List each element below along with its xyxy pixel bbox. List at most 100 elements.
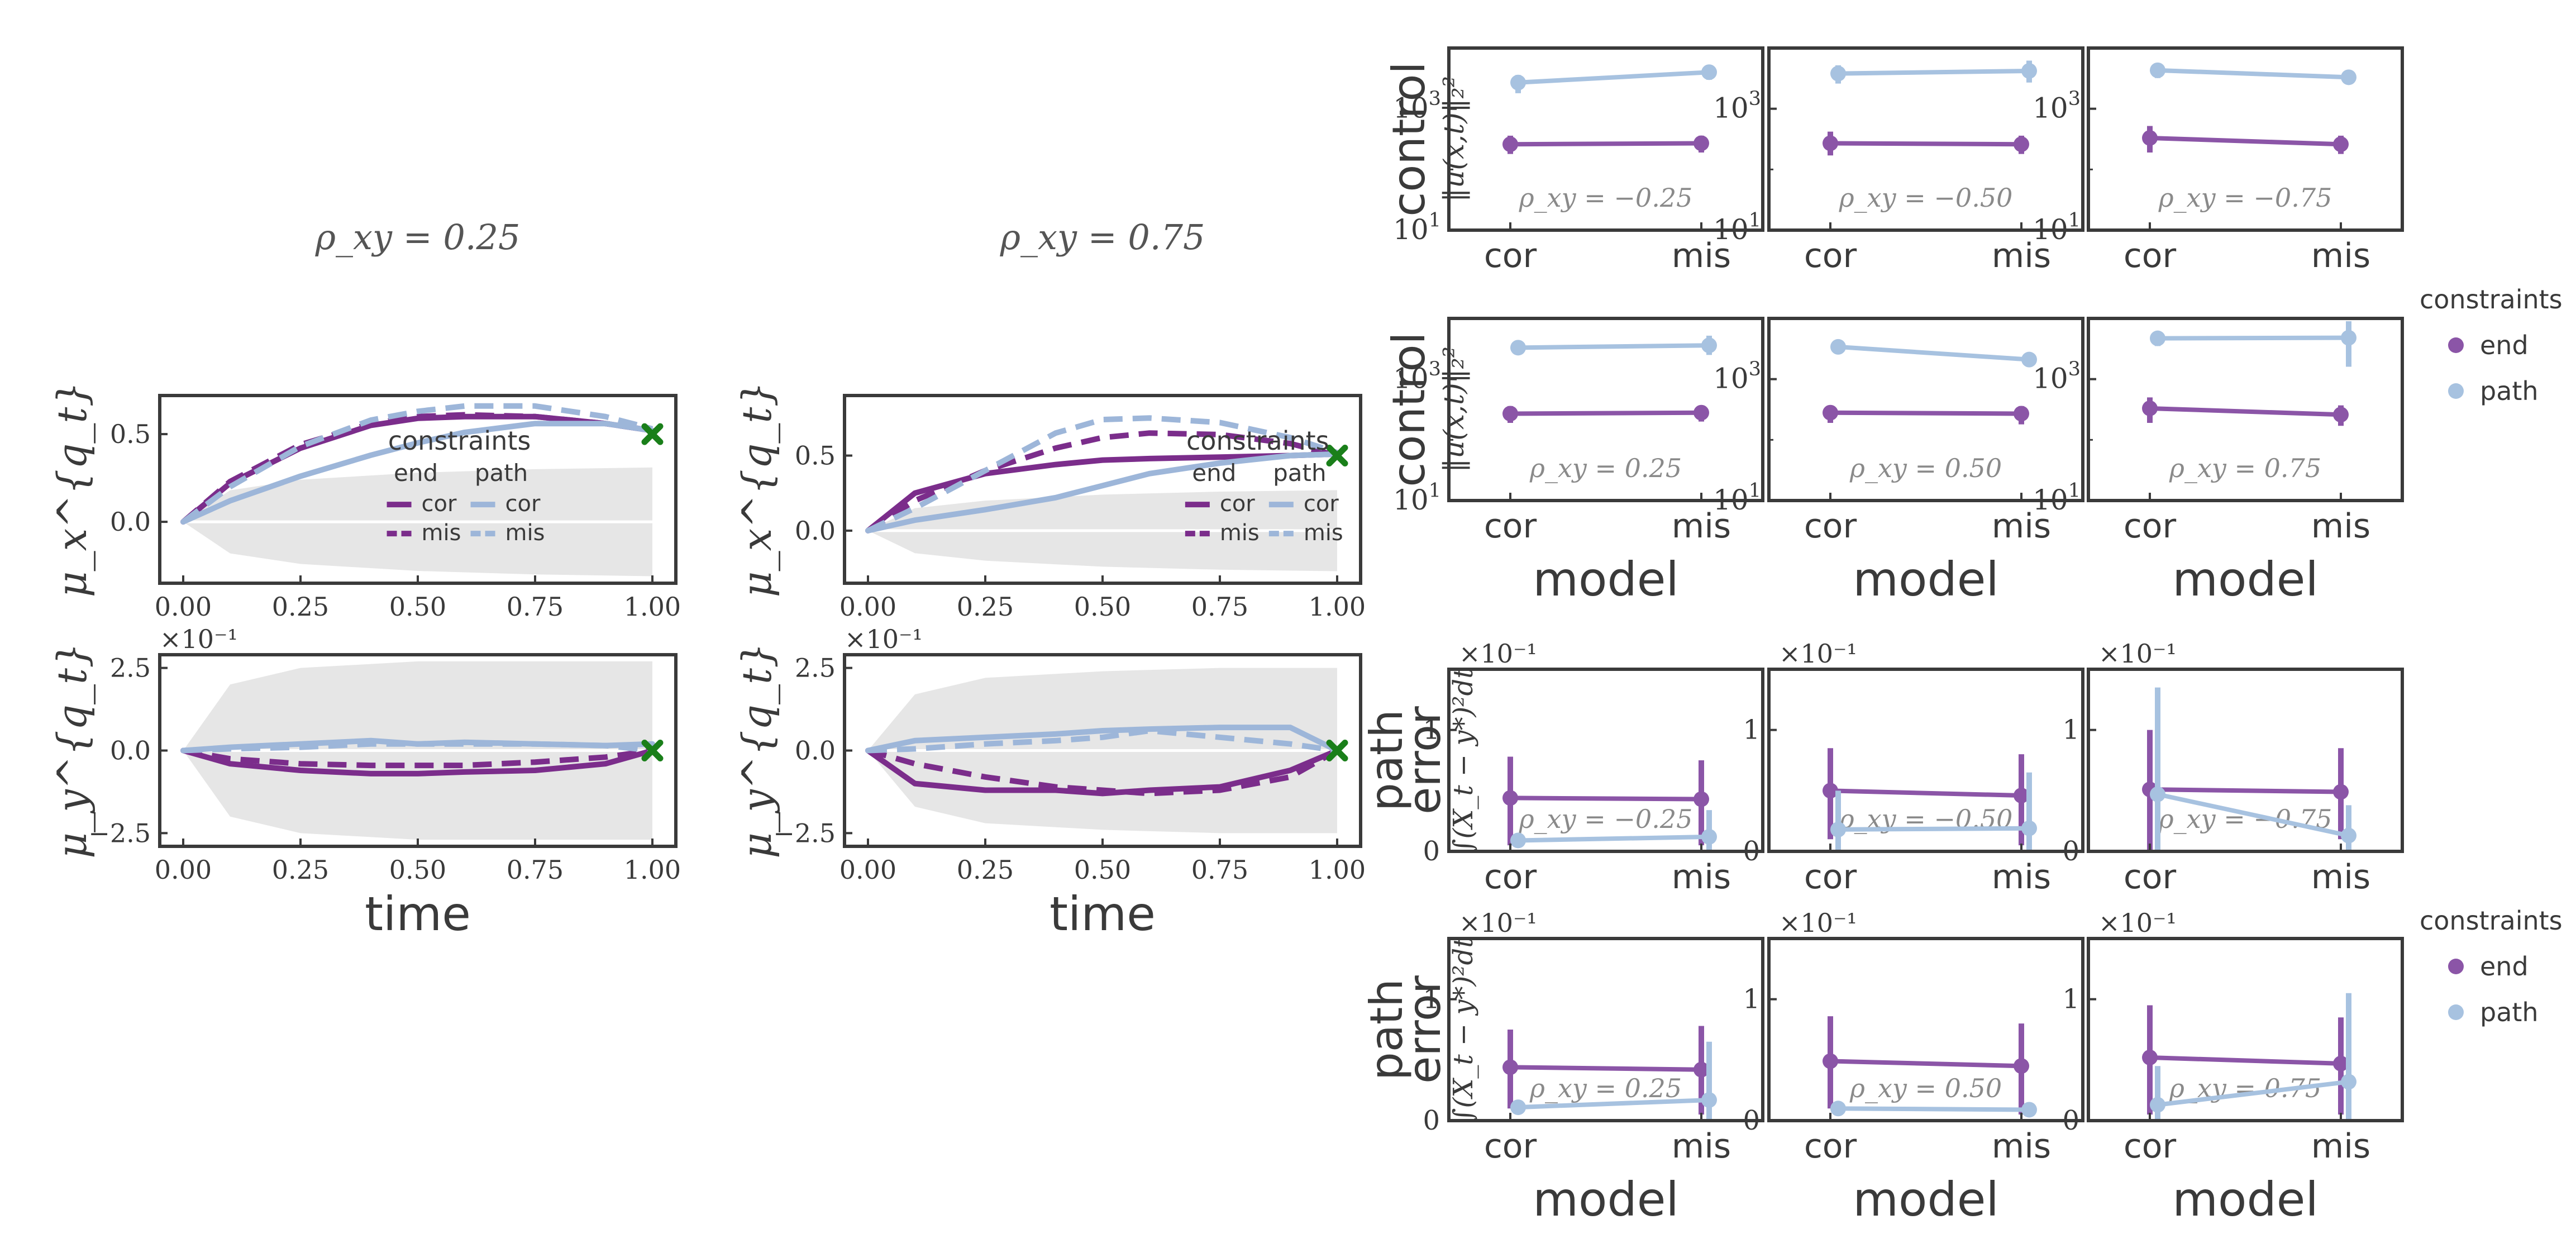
- x-axis-label: time: [1050, 887, 1156, 941]
- y-tick-label: 101: [1393, 209, 1441, 246]
- x-axis-label: model: [1853, 552, 1999, 607]
- y-tick-label: 101: [1713, 480, 1761, 517]
- y-tick-label: −2.5: [88, 818, 151, 848]
- y-tick-label-base: 10: [1393, 363, 1429, 395]
- legend-row-label: cor: [1220, 491, 1255, 517]
- x-tick-label: cor: [2124, 1127, 2177, 1166]
- x-tick-label: mis: [1672, 507, 1731, 546]
- x-tick-label: 0.75: [507, 592, 564, 622]
- series-line-path-cor: [180, 421, 655, 525]
- axes-frame: [1447, 937, 1764, 1122]
- end-connector-line: [1510, 410, 1702, 416]
- path-point: [2021, 351, 2037, 368]
- target-marker: [1326, 445, 1348, 467]
- row-ylabel-formula: ‖u(x,t)‖₂²: [1438, 346, 1470, 473]
- x-tick-label: mis: [2311, 1127, 2370, 1166]
- y-tick-label: 1: [2062, 984, 2079, 1015]
- y-tick-label: 101: [2033, 209, 2081, 246]
- traj_y_075: 0.00 0.25 0.50 0.75 1.00 2.5 0.0 −2.5 ×10⁻¹ μ_y^{…: [733, 624, 1366, 941]
- end-connector-line: [2149, 135, 2341, 147]
- path-connector-line: [1838, 1106, 2030, 1112]
- legend-marker-end: [2448, 337, 2464, 353]
- grid-legend: constraints end path: [2420, 906, 2563, 1027]
- axes-frame: [2087, 317, 2404, 502]
- legend-label: path: [2480, 376, 2539, 406]
- y-tick-label-base: 10: [1393, 92, 1429, 125]
- y-tick-label: 1: [1743, 984, 1760, 1015]
- y-tick-label: 0: [1743, 1105, 1760, 1136]
- end-point: [2333, 407, 2349, 423]
- x-tick-label: cor: [2124, 858, 2177, 897]
- y-tick-label: 101: [1393, 480, 1441, 517]
- target-marker: [641, 423, 664, 445]
- end-connector-line: [2149, 406, 2341, 417]
- series-line-path-mis: [867, 728, 1338, 754]
- x-tick-label: 0.50: [389, 855, 446, 885]
- legend-marker-end: [2448, 959, 2464, 974]
- y-tick-label: 0: [1423, 1105, 1440, 1136]
- end-point: [2333, 136, 2349, 153]
- end-point: [1502, 136, 1518, 153]
- y-tick-label-base: 10: [2033, 92, 2068, 125]
- row-ylabel-top: path: [1361, 709, 1413, 811]
- axes-frame: [1447, 46, 1764, 232]
- series-line-end-mis: [866, 430, 1338, 534]
- end-connector-line: [1830, 1059, 2022, 1069]
- y-tick-label-base: 10: [1393, 213, 1429, 246]
- series-line-end-cor: [180, 747, 655, 777]
- x-tick-label: mis: [2311, 236, 2370, 275]
- path-point: [1701, 337, 1717, 354]
- series-line-end-mis: [867, 747, 1339, 797]
- x-tick-label: 0.50: [1074, 855, 1131, 885]
- path-connector-line: [2157, 68, 2349, 80]
- x-tick-label: mis: [1672, 1127, 1731, 1166]
- axis-scale-label: ×10⁻¹: [2098, 639, 2177, 669]
- panel-r3-c1: ρ_xy = 0.50 0 1 ×10⁻¹ cor mis model: [1743, 908, 2084, 1227]
- path-connector-line: [1838, 826, 2030, 832]
- x-tick-label: 0.75: [1191, 592, 1248, 622]
- y-tick-label: −2.5: [773, 818, 836, 848]
- series-line-path-cor: [865, 451, 1340, 534]
- x-tick-label: 1.00: [1309, 855, 1366, 885]
- y-tick-label-exp: 1: [1749, 209, 1761, 232]
- y-tick-label-exp: 3: [1429, 358, 1441, 380]
- y-tick-label: 0.0: [110, 736, 151, 766]
- x-tick-label: 0.00: [839, 592, 896, 622]
- y-tick-label: 0: [1423, 836, 1440, 867]
- y-axis-label: μ_y^{q_t}: [49, 642, 96, 858]
- legend-title: constraints: [1186, 426, 1329, 456]
- y-axis-label: μ_x^{q_t}: [49, 382, 96, 597]
- target-marker: [1326, 740, 1348, 761]
- path-point: [2341, 330, 2356, 346]
- x-tick-label: 0.00: [155, 855, 212, 885]
- path-point: [2341, 69, 2356, 85]
- x-axis-label: model: [1853, 1172, 1999, 1227]
- axis-scale-label: ×10⁻¹: [1779, 639, 1857, 669]
- x-tick-label: mis: [1992, 1127, 2051, 1166]
- axis-scale-label: ×10⁻¹: [845, 624, 923, 654]
- path-point: [1701, 1092, 1717, 1108]
- x-tick-label: mis: [2311, 858, 2370, 897]
- x-tick-label: cor: [1804, 507, 1857, 546]
- x-tick-label: mis: [1992, 507, 2051, 546]
- end-point: [2142, 400, 2158, 416]
- x-tick-label: mis: [1672, 858, 1731, 897]
- y-tick-label: 1: [1423, 714, 1440, 746]
- axes-frame: [1767, 46, 2084, 232]
- end-connector-line: [1510, 796, 1702, 802]
- panel-annotation: ρ_xy = −0.25: [1519, 804, 1693, 834]
- y-tick-label-base: 10: [1393, 484, 1429, 516]
- axes-frame: [1767, 668, 2084, 853]
- y-tick-label: 103: [2033, 88, 2081, 125]
- end-connector-line: [1510, 141, 1702, 147]
- axes-frame: [1447, 668, 1764, 853]
- path-connector-line: [1518, 1098, 1710, 1110]
- y-tick-label: 0: [2062, 1105, 2079, 1136]
- legend-label: end: [2480, 951, 2529, 982]
- end-point: [1502, 1059, 1518, 1075]
- path-point: [1510, 340, 1526, 356]
